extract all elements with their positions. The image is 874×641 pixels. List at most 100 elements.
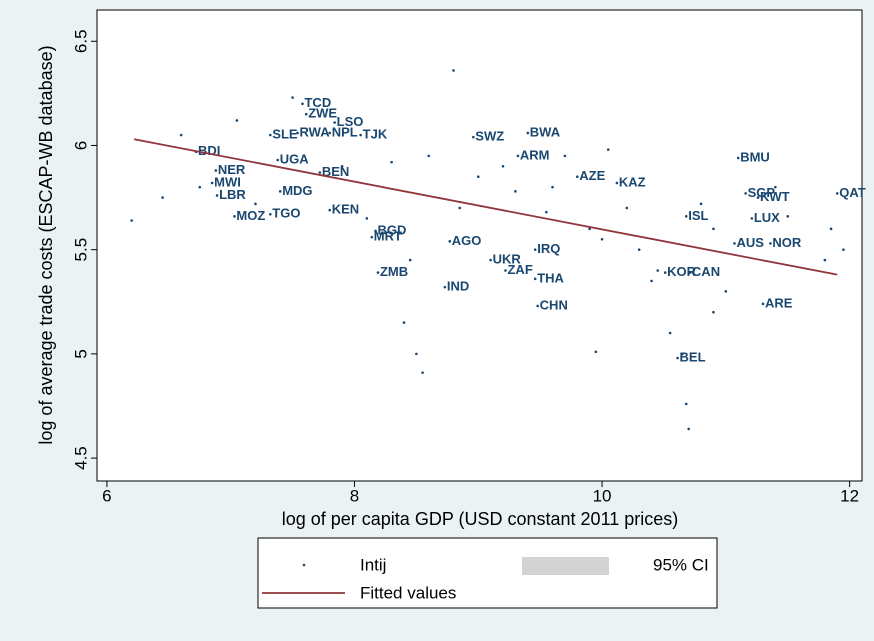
point [501,165,505,168]
legend [257,537,718,609]
y-tick-label: 4.5 [71,446,90,470]
point-label: ARM [520,147,550,162]
point-label: QAT [839,185,866,200]
point [684,215,688,218]
point-label: MWI [214,174,241,189]
point [448,240,452,243]
point [472,135,475,139]
point [615,181,619,185]
point [421,371,424,374]
legend-label: Intij [360,555,386,574]
point [476,175,480,179]
y-tick-label: 6 [71,141,90,150]
point-label: TGO [272,206,300,221]
plot-area [96,9,863,482]
y-axis-label: log of average trade costs (ESCAP-WB dat… [36,45,56,444]
point-label: BEL [680,349,706,364]
point [233,215,236,218]
point [340,165,344,168]
point [736,156,740,160]
point [600,237,604,241]
point-label: AGO [452,233,482,248]
point [663,271,667,274]
point-label: BEN [322,164,349,179]
point-label: TCD [304,95,331,110]
point-label: BMU [740,149,770,164]
y-tick-label: 6.5 [71,29,90,53]
point [650,279,653,283]
point [756,196,760,199]
point-label: KAZ [619,174,646,189]
point [688,271,692,274]
point [733,242,736,245]
point [504,269,507,272]
point-label: KWT [760,189,790,204]
point-label: SWZ [475,129,504,144]
point [536,304,539,308]
point-label: LSO [337,114,364,129]
point [130,219,133,222]
point-label: SLE [272,126,298,141]
point-label: MRT [374,229,402,244]
point-label: AUS [737,235,765,250]
point-label: SGP [748,185,776,200]
point [712,310,715,314]
point [761,302,765,306]
point [575,175,579,179]
point-label: NPL [332,124,358,139]
point [823,258,827,262]
point [210,181,214,185]
point [829,227,833,231]
point [235,119,239,122]
point [415,352,418,356]
point [656,269,660,272]
point-label: LBR [219,187,246,202]
point-label: NOR [772,235,802,250]
point [179,133,183,137]
point [744,192,747,195]
point [328,208,332,212]
legend-marker [302,563,306,567]
point-label: UGA [280,151,310,166]
point-label: ARE [765,295,793,310]
point [390,160,393,164]
point [526,131,530,135]
point [769,242,772,245]
point-label: CAN [692,264,720,279]
legend-label: 95% CI [653,555,709,574]
point [161,196,164,199]
point [452,69,455,72]
point-label: ISL [688,208,708,223]
legend-label: Fitted values [360,583,456,602]
point [427,154,431,158]
point-label: KEN [332,202,359,217]
point [489,258,492,262]
point [365,217,369,220]
point [304,112,308,116]
point [296,131,299,135]
point-label: NER [218,162,246,177]
point-label: MDG [282,183,312,198]
point-label: UKR [493,252,522,267]
point [408,258,412,262]
point [458,206,461,210]
point [269,212,272,216]
point-label: LUX [754,210,780,225]
x-tick-label: 6 [102,486,111,505]
point-label: IND [447,279,469,294]
point-label: THA [537,270,564,285]
point-label: ZAF [507,262,532,277]
point [594,350,598,354]
point [668,331,672,335]
point [374,229,377,233]
y-tick-label: 5 [71,349,90,358]
point [637,248,641,251]
point [328,131,332,135]
point-label: TJK [363,126,388,141]
point-label: MOZ [236,208,265,223]
point [724,290,728,293]
point [606,148,610,151]
point [215,194,219,197]
point-label: CHN [540,297,568,312]
